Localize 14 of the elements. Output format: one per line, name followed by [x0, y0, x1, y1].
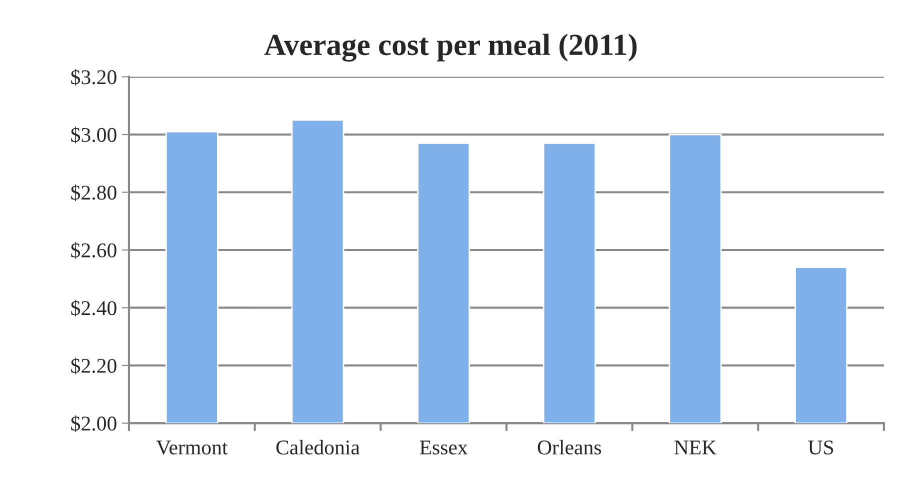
- y-tick-label: $2.00: [71, 415, 116, 432]
- y-tick-label: $3.00: [71, 126, 116, 144]
- x-tick-label: Orleans: [538, 440, 602, 455]
- x-tick-label: US: [808, 440, 834, 455]
- y-tick-label: $2.60: [71, 242, 116, 259]
- x-tick-label: Essex: [420, 440, 468, 455]
- x-tick-label: Caledonia: [276, 440, 360, 455]
- y-tick-label: $2.80: [71, 184, 116, 202]
- y-tick-label: $2.20: [71, 358, 116, 374]
- chart-title: Average cost per meal (2011): [264, 34, 637, 62]
- y-tick-label: $3.20: [71, 68, 116, 86]
- x-tick-label: NEK: [674, 440, 716, 454]
- y-tick-label: $2.40: [71, 300, 116, 317]
- x-tick-label: Vermont: [156, 440, 228, 455]
